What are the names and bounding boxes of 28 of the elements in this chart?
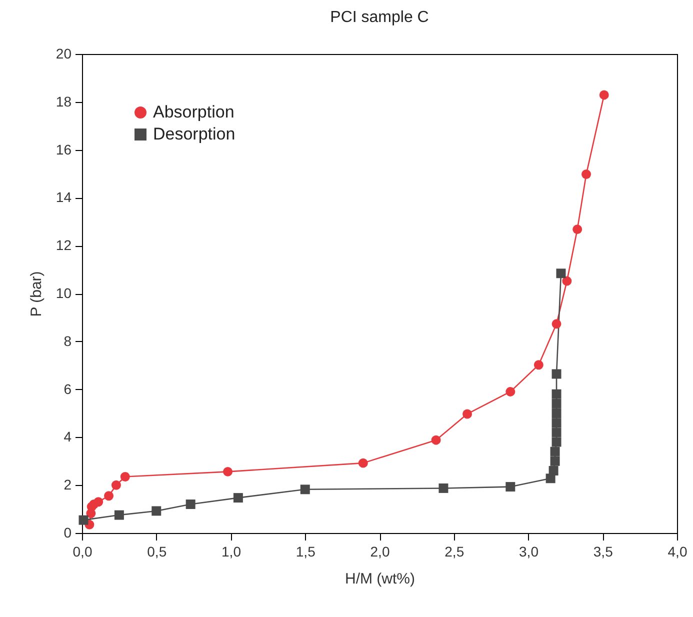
y-tick-label: 12 <box>56 237 72 254</box>
x-tick-label: 2,0 <box>370 544 390 560</box>
point <box>582 169 592 179</box>
x-tick-label: 0,0 <box>72 544 92 560</box>
point <box>186 500 196 510</box>
y-tick-label: 14 <box>56 189 72 206</box>
x-tick-label: 2,5 <box>444 544 464 560</box>
y-tick-label: 16 <box>56 141 72 158</box>
legend-label: Desorption <box>153 124 236 144</box>
x-axis-title: H/M (wt%) <box>345 570 415 588</box>
y-tick-label: 6 <box>64 380 72 397</box>
y-tick-label: 2 <box>64 476 72 493</box>
y-tick-label: 4 <box>64 428 72 445</box>
x-tick-label: 3,0 <box>519 544 539 560</box>
chart-title: PCI sample C <box>330 9 429 26</box>
y-tick-label: 20 <box>56 46 72 62</box>
y-tick-label: 18 <box>56 93 72 110</box>
y-axis-title: P (bar) <box>28 271 45 317</box>
x-tick-label: 3,5 <box>593 544 614 560</box>
y-tick-label: 8 <box>64 332 72 349</box>
point <box>462 409 472 419</box>
y-tick-label: 0 <box>64 524 72 540</box>
x-tick-label: 4,0 <box>668 544 688 560</box>
x-tick-label: 0,5 <box>147 544 167 560</box>
y-tick-label: 10 <box>56 285 72 301</box>
x-tick-label: 1,0 <box>222 544 242 560</box>
legend-label: Absorption <box>153 102 234 122</box>
x-tick-label: 1,5 <box>296 544 316 560</box>
